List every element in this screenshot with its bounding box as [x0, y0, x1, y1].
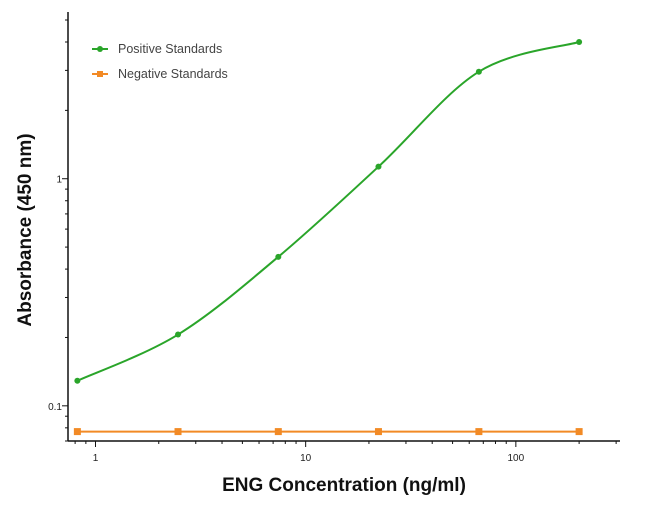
data-point: [374, 428, 382, 436]
x-axis-title: ENG Concentration (ng/ml): [222, 475, 466, 496]
legend-marker: [97, 71, 103, 77]
x-tick-label: 100: [508, 453, 525, 464]
data-point: [74, 377, 81, 384]
legend-label: Positive Standards: [118, 42, 222, 56]
x-tick-label: 10: [300, 453, 312, 464]
data-point: [576, 39, 583, 46]
data-point: [73, 428, 81, 436]
data-point: [174, 428, 182, 436]
legend-marker: [97, 46, 103, 52]
data-point: [175, 331, 182, 338]
y-axis-title: Absorbance (450 nm): [15, 133, 36, 326]
data-point: [475, 68, 482, 75]
y-tick-label: 1: [56, 175, 62, 186]
legend-label: Negative Standards: [118, 67, 228, 81]
data-point: [275, 253, 282, 260]
plot-marks: [73, 39, 583, 436]
data-point: [274, 428, 282, 436]
y-tick-label: 0.1: [48, 402, 62, 413]
data-point: [475, 428, 483, 436]
series-line: [76, 41, 580, 382]
data-point: [575, 428, 583, 436]
legend: Positive Standards Negative Standards: [92, 42, 228, 81]
x-tick-label: 1: [93, 453, 99, 464]
data-point: [375, 163, 382, 170]
axes: 1 10 100 0.1 1: [48, 12, 620, 464]
